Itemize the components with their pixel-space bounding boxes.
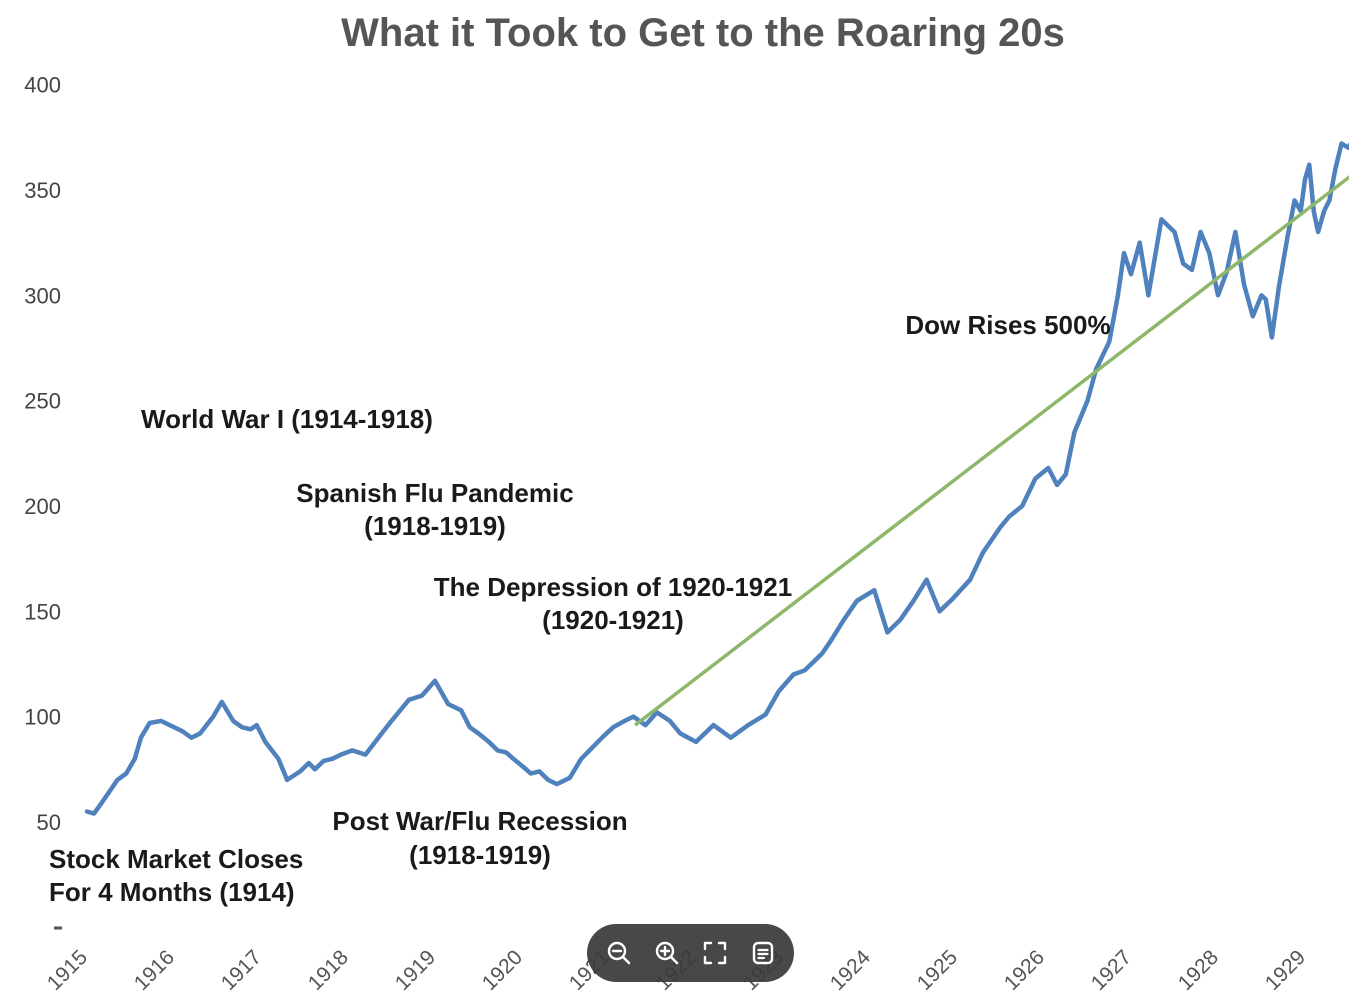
annotation-market-closes-line: For 4 Months (1914) xyxy=(49,877,295,907)
y-tick-label: 300 xyxy=(24,283,61,308)
annotation-dow-rises-line: Dow Rises 500% xyxy=(905,310,1110,340)
x-tick-label: 1920 xyxy=(478,946,527,995)
annotation-spanish-flu-line: (1918-1919) xyxy=(364,511,506,541)
x-tick-label: 1924 xyxy=(826,946,876,996)
annotation-world-war-i: World War I (1914-1918) xyxy=(141,404,433,434)
image-viewer-toolbar xyxy=(587,924,794,982)
x-tick-label: 1925 xyxy=(913,946,962,995)
zoom-out-icon xyxy=(607,941,630,965)
x-tick-label: 1916 xyxy=(130,946,179,995)
annotation-post-war-recession-line: (1918-1919) xyxy=(409,840,551,870)
y-axis: 400 350 300 250 200 150 100 50 xyxy=(24,73,61,835)
annotation-world-war-i-line: World War I (1914-1918) xyxy=(141,404,433,434)
document-icon xyxy=(752,941,773,965)
trend-layer xyxy=(634,175,1349,727)
y-tick-label: 100 xyxy=(24,705,61,730)
x-tick-label: 1926 xyxy=(1000,946,1049,995)
series-layer xyxy=(84,141,1349,816)
y-tick-label: 250 xyxy=(24,389,61,414)
zoom-out-button[interactable] xyxy=(603,937,635,969)
zoom-in-button[interactable] xyxy=(651,937,683,969)
annotation-dow-rises: Dow Rises 500% xyxy=(905,310,1110,340)
annotation-depression-1920-line: The Depression of 1920-1921 xyxy=(434,572,792,602)
y-tick-label: 350 xyxy=(24,178,61,203)
x-tick-label: 1929 xyxy=(1261,946,1310,995)
x-tick-label: 1917 xyxy=(217,946,266,995)
x-tick-label: 1919 xyxy=(391,946,440,995)
x-tick-label: 1928 xyxy=(1174,946,1223,995)
annotation-market-closes: Stock Market Closes For 4 Months (1914) xyxy=(49,844,303,907)
x-tick-label: 1927 xyxy=(1087,946,1136,995)
annotation-depression-1920: The Depression of 1920-1921 (1920-1921) xyxy=(434,572,792,635)
y-tick-label: 200 xyxy=(24,494,61,519)
zoom-in-icon xyxy=(655,941,678,965)
trend-arrow-line xyxy=(634,175,1349,727)
annotation-market-closes-line: Stock Market Closes xyxy=(49,844,303,874)
details-button[interactable] xyxy=(747,937,779,969)
annotation-post-war-recession: Post War/Flu Recession (1918-1919) xyxy=(332,806,627,870)
annotation-post-war-recession-line: Post War/Flu Recession xyxy=(332,806,627,836)
fullscreen-icon xyxy=(703,941,726,965)
annotations: World War I (1914-1918) Spanish Flu Pande… xyxy=(49,310,1111,907)
series-line-0 xyxy=(84,141,1349,816)
chart-title: What it Took to Get to the Roaring 20s xyxy=(341,11,1065,55)
y-tick-label: 50 xyxy=(37,810,61,835)
fullscreen-button[interactable] xyxy=(699,937,731,969)
annotation-spanish-flu-line: Spanish Flu Pandemic xyxy=(296,478,573,508)
annotation-spanish-flu: Spanish Flu Pandemic (1918-1919) xyxy=(296,478,573,541)
y-tick-label: 150 xyxy=(24,599,61,624)
y-tick-label: 400 xyxy=(24,73,61,98)
annotation-depression-1920-line: (1920-1921) xyxy=(542,605,684,635)
x-tick-label: 1918 xyxy=(304,946,353,995)
x-tick-label: 1915 xyxy=(43,946,92,995)
